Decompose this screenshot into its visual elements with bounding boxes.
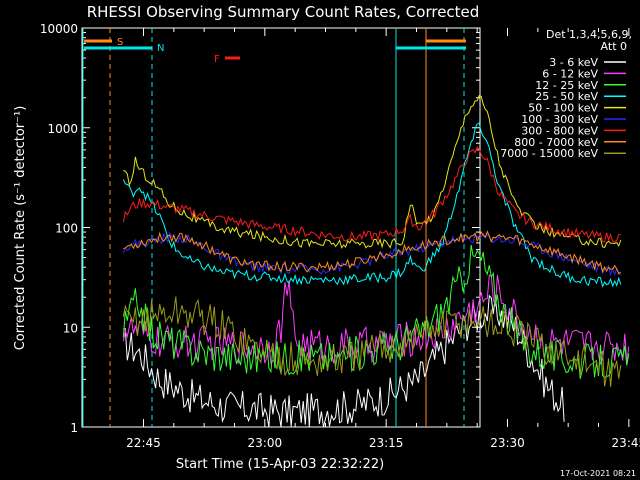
chart-title: RHESSI Observing Summary Count Rates, Co… (87, 3, 480, 21)
series-line (123, 94, 622, 250)
x-tick-label: 23:30 (490, 436, 525, 450)
series-line (123, 230, 622, 275)
saa-label: S (117, 37, 123, 48)
legend-header-line-1: Det 1,3,4,5,6,9, (546, 28, 632, 41)
x-tick-label: 23:00 (248, 436, 283, 450)
y-tick-label: 100 (55, 222, 78, 236)
x-tick-label: 23:45 (612, 436, 640, 450)
legend-label: 25 - 50 keV (535, 90, 598, 103)
legend-label: 50 - 100 keV (528, 102, 598, 115)
y-tick-label: 1 (70, 421, 78, 435)
timestamp: 17-Oct-2021 08:21 (560, 469, 636, 478)
legend-label: 300 - 800 keV (521, 124, 598, 137)
legend-label: 7000 - 15000 keV (500, 147, 598, 160)
legend-label: 3 - 6 keV (549, 56, 598, 69)
x-tick-label: 22:45 (126, 436, 161, 450)
y-tick-label: 1000 (47, 122, 78, 136)
legend-label: 12 - 25 keV (535, 79, 598, 92)
legend-label: 100 - 300 keV (521, 113, 598, 126)
y-axis-label: Corrected Count Rate (s⁻¹ detector⁻¹) (13, 106, 28, 351)
series-line (122, 296, 622, 388)
legend-label: 800 - 7000 keV (514, 136, 598, 149)
flare-label: F (214, 54, 220, 65)
y-tick-label: 10000 (40, 22, 78, 36)
series-line (122, 122, 622, 288)
y-axis: 1 10 100 1000 10000 (40, 22, 480, 435)
night-label: N (157, 43, 164, 54)
x-axis-label: Start Time (15-Apr-03 22:32:22) (176, 457, 384, 472)
legend-header-line-2: Att 0 (601, 40, 627, 53)
x-tick-label: 23:15 (369, 436, 404, 450)
series-lines (122, 94, 630, 428)
series-line (122, 146, 621, 243)
observing-markers: S N F (82, 28, 466, 427)
y-tick-label: 10 (63, 321, 78, 335)
legend-label: 6 - 12 keV (542, 67, 598, 80)
series-line (123, 294, 565, 428)
